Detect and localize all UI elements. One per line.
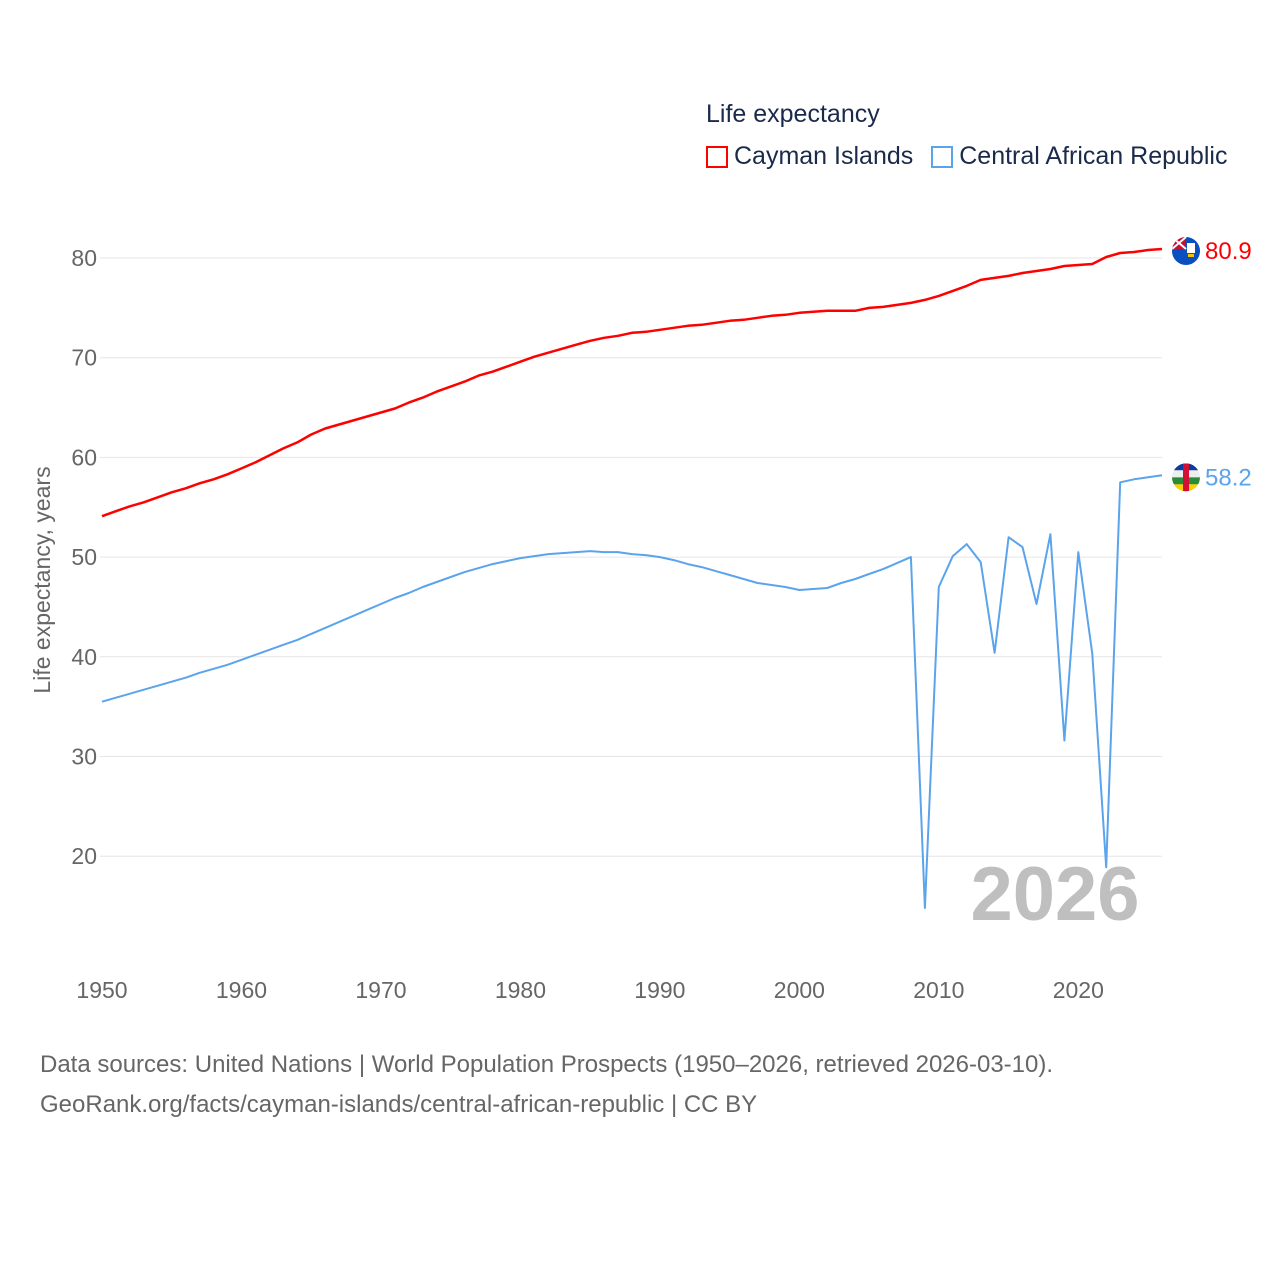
series-end-markers: 80.9 58.2 — [1172, 237, 1252, 492]
central-african-republic-flag-icon — [1172, 463, 1200, 492]
y-tick-label: 80 — [71, 245, 97, 271]
legend-label: Central African Republic — [959, 142, 1228, 170]
data-source-text: Data sources: United Nations | World Pop… — [40, 1051, 1054, 1078]
end-value-label: 80.9 — [1205, 238, 1252, 265]
y-tick-label: 40 — [71, 644, 97, 670]
legend: Cayman Islands Central African Republic — [706, 142, 1227, 171]
legend-item-central-african-republic[interactable]: Central African Republic — [931, 142, 1227, 171]
year-watermark: 2026 — [970, 852, 1139, 937]
x-tick-label: 1970 — [355, 977, 406, 1003]
y-tick-label: 20 — [71, 843, 97, 869]
y-tick-label: 30 — [71, 744, 97, 770]
series-line-cayman-islands — [101, 247, 1163, 518]
legend-label: Cayman Islands — [734, 142, 914, 170]
y-tick-label: 60 — [71, 444, 97, 470]
end-value-label: 58.2 — [1205, 464, 1252, 491]
x-tick-label: 2010 — [913, 977, 964, 1003]
x-tick-label: 1950 — [76, 977, 127, 1003]
y-tick-label: 50 — [71, 544, 97, 570]
legend-item-cayman-islands[interactable]: Cayman Islands — [706, 142, 913, 171]
x-tick-label: 1960 — [216, 977, 267, 1003]
legend-title: Life expectancy — [706, 100, 880, 128]
x-tick-labels: 1950 1960 1970 1980 1990 2000 2010 2020 — [76, 977, 1103, 1003]
y-tick-labels: 20 30 40 50 60 70 80 — [71, 245, 97, 869]
x-tick-label: 2020 — [1053, 977, 1104, 1003]
footer: Data sources: United Nations | World Pop… — [40, 1045, 1053, 1125]
y-axis-label: Life expectancy, years — [29, 466, 55, 693]
attribution-link[interactable]: GeoRank.org/facts/cayman-islands/central… — [40, 1091, 758, 1118]
grid-lines — [100, 257, 1162, 857]
legend-swatch — [931, 145, 954, 168]
series-lines — [101, 247, 1163, 909]
legend-swatch — [706, 145, 728, 168]
x-tick-label: 1990 — [634, 977, 685, 1003]
cayman-islands-flag-icon — [1172, 237, 1200, 266]
x-tick-label: 1980 — [495, 977, 546, 1003]
y-tick-label: 70 — [71, 345, 97, 371]
series-line-central-african-republic — [101, 474, 1163, 909]
x-tick-label: 2000 — [774, 977, 825, 1003]
